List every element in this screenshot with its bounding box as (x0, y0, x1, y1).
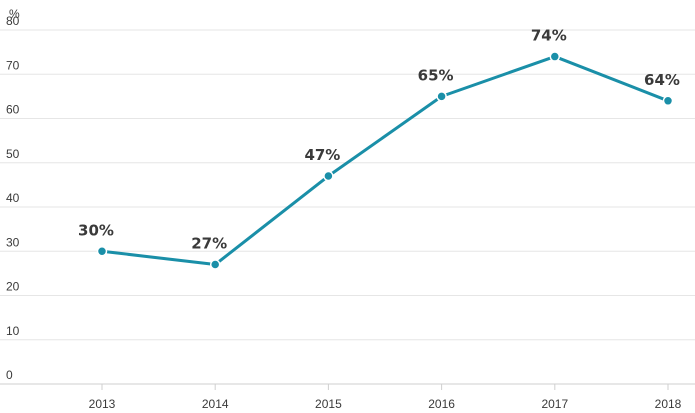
series (96, 51, 674, 270)
x-tick-label: 2017 (541, 397, 568, 411)
data-point (436, 91, 447, 102)
data-point (209, 259, 221, 270)
data-label: 47% (304, 146, 340, 164)
y-tick-label: 70 (6, 58, 20, 72)
x-tick-label: 2015 (315, 397, 342, 411)
x-axis: 2013 2014 2015 2016 2017 2018 (0, 383, 695, 411)
y-tick-label: 20 (6, 280, 20, 294)
data-labels: 30% 27% 47% 65% 74% 64% (78, 27, 680, 253)
data-label: 27% (191, 235, 227, 253)
y-tick-label: 40 (6, 191, 20, 205)
y-axis: 0 10 20 30 40 50 60 70 80 (6, 14, 20, 382)
series-line (100, 55, 670, 267)
data-point (549, 51, 561, 62)
y-tick-label: 80 (6, 14, 20, 28)
y-tick-label: 60 (6, 103, 20, 117)
data-label: 65% (418, 66, 454, 84)
data-label: 74% (531, 27, 567, 45)
grid (0, 29, 695, 341)
x-tick-label: 2016 (428, 397, 455, 411)
data-point (662, 95, 674, 107)
y-tick-label: 30 (6, 235, 20, 249)
y-tick-label: 10 (6, 324, 20, 338)
data-point (96, 246, 108, 257)
y-axis-unit-label: % (9, 7, 20, 21)
y-tick-label: 50 (6, 147, 20, 161)
data-label: 64% (644, 71, 680, 89)
data-point (323, 170, 334, 182)
y-tick-label: 0 (6, 368, 13, 382)
x-tick-label: 2013 (89, 397, 116, 411)
x-tick-label: 2018 (655, 397, 682, 411)
x-tick-label: 2014 (202, 397, 229, 411)
data-label: 30% (78, 221, 114, 239)
